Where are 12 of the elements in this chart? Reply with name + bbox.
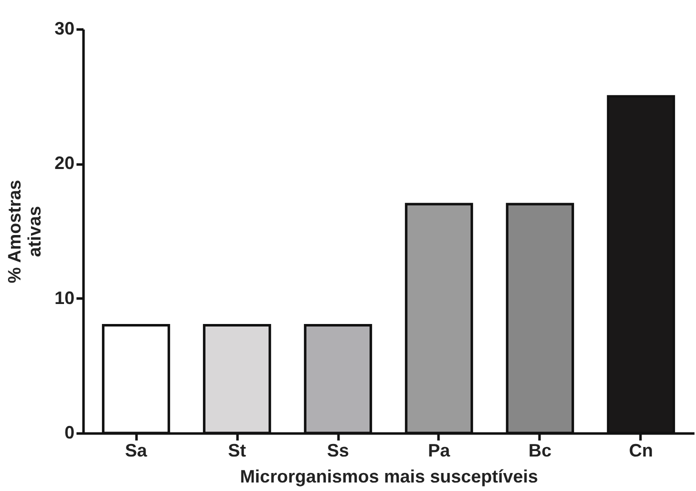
y-axis-title: % Amostras ativas bbox=[4, 180, 44, 284]
y-tick-label: 10 bbox=[54, 288, 74, 308]
x-tick-label: Bc bbox=[528, 440, 552, 460]
x-tick-label: Cn bbox=[628, 440, 653, 460]
x-tick-label: St bbox=[228, 440, 246, 460]
y-tick-label: 0 bbox=[64, 422, 74, 442]
x-axis-title: Microrganismos mais susceptíveis bbox=[240, 466, 538, 486]
x-tick-label: Ss bbox=[326, 440, 350, 460]
y-tick-label: 20 bbox=[54, 153, 74, 174]
x-tick-label: Sa bbox=[125, 440, 148, 460]
x-tick-label: Pa bbox=[428, 440, 451, 460]
y-tick-label: 30 bbox=[54, 18, 74, 38]
